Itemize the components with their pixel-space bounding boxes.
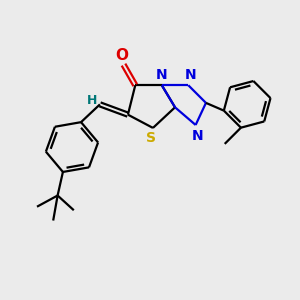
Text: N: N: [155, 68, 167, 82]
Text: O: O: [116, 47, 128, 62]
Text: N: N: [192, 128, 204, 142]
Text: S: S: [146, 131, 156, 146]
Text: H: H: [87, 94, 98, 107]
Text: N: N: [185, 68, 197, 82]
